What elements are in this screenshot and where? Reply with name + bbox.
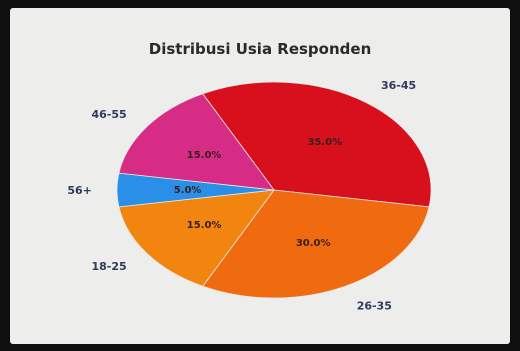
pie-slice-46-55 <box>118 93 275 191</box>
percent-label: 15.0% <box>187 150 222 161</box>
percent-label: 5.0% <box>174 185 202 196</box>
chart-title: Distribusi Usia Responden <box>148 40 372 58</box>
percent-label: 15.0% <box>187 220 222 231</box>
category-label: 36-45 <box>381 79 416 92</box>
category-label: 18-25 <box>92 260 127 273</box>
pie-slice-36-45 <box>202 81 432 208</box>
pie-slice-18-25 <box>118 189 275 287</box>
pie-slice-26-35 <box>202 189 430 299</box>
percent-label: 35.0% <box>307 137 342 148</box>
category-label: 56+ <box>67 184 92 197</box>
percent-label: 30.0% <box>296 238 331 249</box>
category-label: 46-55 <box>92 108 127 121</box>
category-label: 26-35 <box>357 300 392 313</box>
